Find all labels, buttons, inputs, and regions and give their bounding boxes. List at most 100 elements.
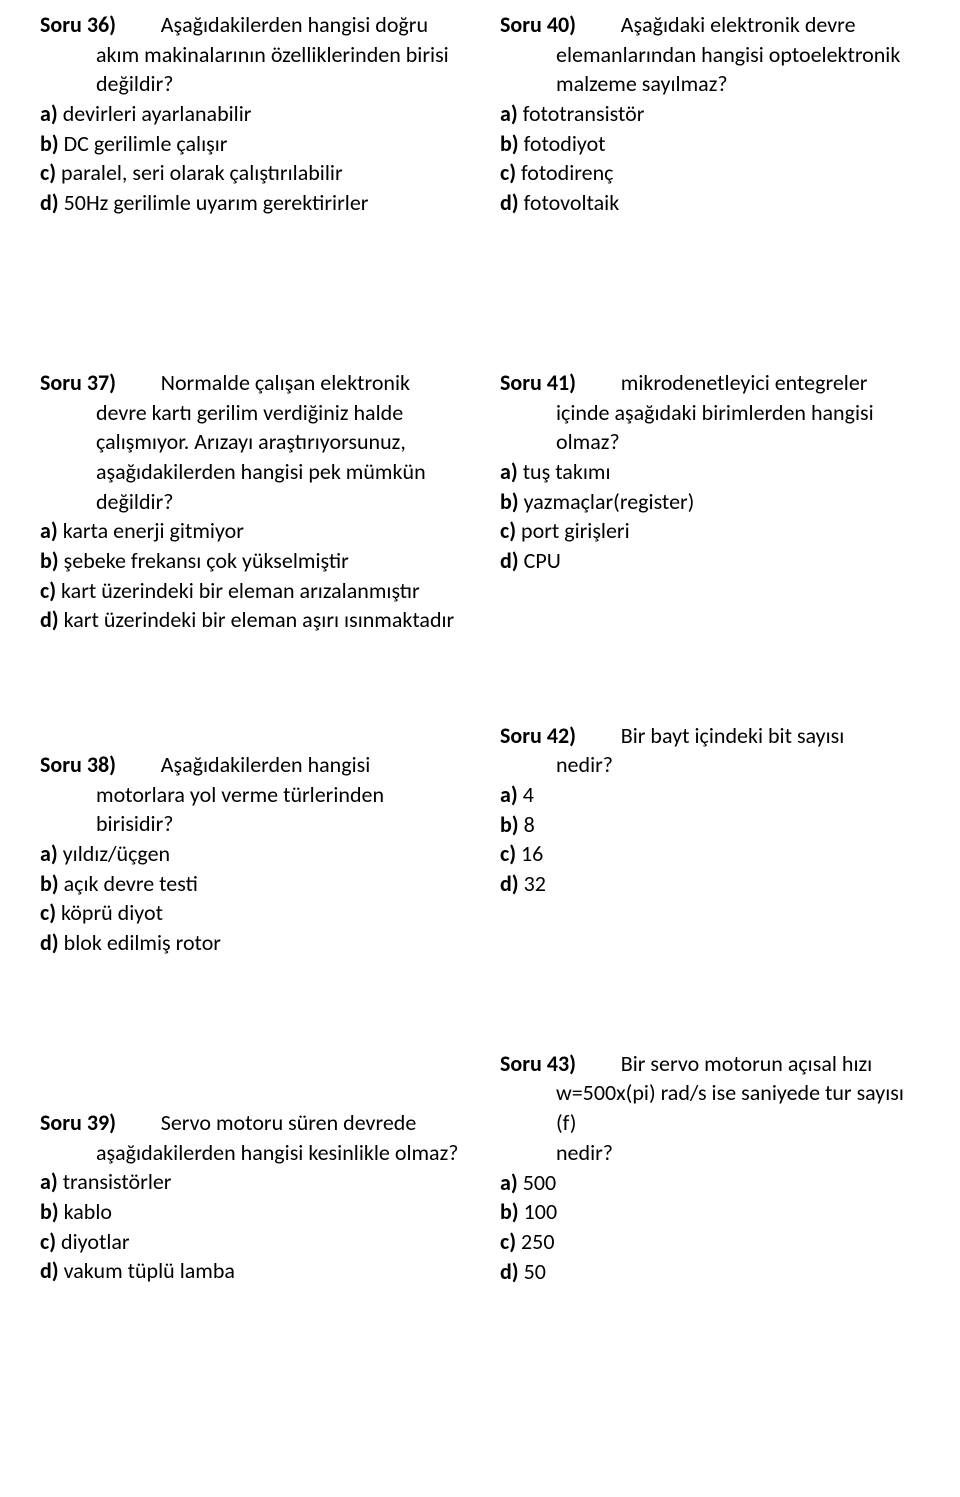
question-36: Soru 36) Aşağıdakilerden hangisi doğru a… xyxy=(40,10,460,218)
option-label: a) xyxy=(40,1168,58,1195)
question-43: Soru 43) Bir servo motorun açısal hızı w… xyxy=(500,1049,920,1287)
option-label: a) xyxy=(500,781,518,808)
question-43-text-l1: Bir servo motorun açısal hızı xyxy=(621,1050,873,1077)
option-label: d) xyxy=(40,929,59,956)
question-36-text-l1: Aşağıdakilerden hangisi doğru xyxy=(161,11,428,38)
question-38-title: Soru 38) Aşağıdakilerden hangisi motorla… xyxy=(40,750,460,839)
option-text: 100 xyxy=(519,1198,557,1225)
exam-page: Soru 36) Aşağıdakilerden hangisi doğru a… xyxy=(0,0,960,1326)
question-38-option-c: c) köprü diyot xyxy=(40,898,460,928)
question-41-title: Soru 41) mikrodenetleyici entegreler içi… xyxy=(500,368,920,457)
option-label: d) xyxy=(40,1257,59,1284)
question-41-text-l3: olmaz? xyxy=(500,427,920,457)
option-label: b) xyxy=(40,870,59,897)
question-36-option-a: a) devirleri ayarlanabilir xyxy=(40,99,460,129)
option-label: c) xyxy=(500,840,516,867)
option-label: b) xyxy=(40,130,59,157)
option-text: fotovoltaik xyxy=(519,189,620,216)
option-text: 50Hz gerilimle uyarım gerektirirler xyxy=(59,189,369,216)
question-37-text-l5: değildir? xyxy=(40,487,460,517)
question-41-option-c: c) port girişleri xyxy=(500,516,920,546)
question-42-option-c: c) 16 xyxy=(500,839,920,869)
option-label: d) xyxy=(40,606,59,633)
question-38-number: Soru 38) xyxy=(40,751,116,778)
option-text: CPU xyxy=(519,547,561,574)
option-text: yıldız/üçgen xyxy=(58,840,170,867)
question-38-option-d: d) blok edilmiş rotor xyxy=(40,928,460,958)
question-37-text-l3: çalışmıyor. Arızayı araştırıyorsunuz, xyxy=(40,427,460,457)
option-text: vakum tüplü lamba xyxy=(59,1257,235,1284)
option-text: blok edilmiş rotor xyxy=(59,929,221,956)
question-42: Soru 42) Bir bayt içindeki bit sayısı ne… xyxy=(500,721,920,899)
question-40-text-l2: elemanlarından hangisi optoelektronik xyxy=(500,40,920,70)
option-label: b) xyxy=(40,547,59,574)
question-40-option-c: c) fotodirenç xyxy=(500,158,920,188)
question-43-text-l2: w=500x(pi) rad/s ise saniyede tur sayısı… xyxy=(500,1078,920,1137)
option-label: a) xyxy=(500,458,518,485)
question-39-option-b: b) kablo xyxy=(40,1197,460,1227)
option-text: 500 xyxy=(518,1169,556,1196)
question-42-text-l2: nedir? xyxy=(500,750,920,780)
option-label: b) xyxy=(40,1198,59,1225)
option-text: 32 xyxy=(519,870,546,897)
question-39: Soru 39) Servo motoru süren devrede aşağ… xyxy=(40,1108,460,1286)
option-text: şebeke frekansı çok yükselmiştir xyxy=(59,547,349,574)
question-43-title: Soru 43) Bir servo motorun açısal hızı w… xyxy=(500,1049,920,1168)
option-text: köprü diyot xyxy=(56,899,163,926)
question-36-option-c: c) paralel, seri olarak çalıştırılabilir xyxy=(40,158,460,188)
option-label: d) xyxy=(500,1258,519,1285)
question-43-option-a: a) 500 xyxy=(500,1168,920,1198)
question-36-text-l2: akım makinalarının özelliklerinden biris… xyxy=(40,40,460,70)
option-text: 50 xyxy=(519,1258,546,1285)
question-37-number: Soru 37) xyxy=(40,369,116,396)
option-text: fotodiyot xyxy=(519,130,606,157)
option-text: port girişleri xyxy=(516,517,630,544)
option-label: c) xyxy=(500,159,516,186)
question-43-option-c: c) 250 xyxy=(500,1227,920,1257)
option-text: 16 xyxy=(516,840,543,867)
question-40-title: Soru 40) Aşağıdaki elektronik devre elem… xyxy=(500,10,920,99)
question-43-text-l3: nedir? xyxy=(500,1138,920,1168)
question-36-number: Soru 36) xyxy=(40,11,116,38)
option-text: fototransistör xyxy=(518,100,645,127)
question-42-option-a: a) 4 xyxy=(500,780,920,810)
question-41-option-d: d) CPU xyxy=(500,546,920,576)
option-label: c) xyxy=(40,1228,56,1255)
question-37-option-b: b) şebeke frekansı çok yükselmiştir xyxy=(40,546,460,576)
option-label: d) xyxy=(500,189,519,216)
option-text: kablo xyxy=(59,1198,112,1225)
question-43-number: Soru 43) xyxy=(500,1050,576,1077)
option-label: d) xyxy=(40,189,59,216)
question-42-number: Soru 42) xyxy=(500,722,576,749)
question-38-text-l2: motorlara yol verme türlerinden birisidi… xyxy=(40,780,460,839)
question-40-text-l3: malzeme sayılmaz? xyxy=(500,69,920,99)
question-42-option-d: d) 32 xyxy=(500,869,920,899)
option-text: diyotlar xyxy=(56,1228,130,1255)
question-37-option-a: a) karta enerji gitmiyor xyxy=(40,516,460,546)
question-36-option-b: b) DC gerilimle çalışır xyxy=(40,129,460,159)
question-36-option-d: d) 50Hz gerilimle uyarım gerektirirler xyxy=(40,188,460,218)
question-39-option-d: d) vakum tüplü lamba xyxy=(40,1256,460,1286)
question-40-number: Soru 40) xyxy=(500,11,576,38)
question-40-text-l1: Aşağıdaki elektronik devre xyxy=(621,11,856,38)
question-40-option-a: a) fototransistör xyxy=(500,99,920,129)
question-37: Soru 37) Normalde çalışan elektronik dev… xyxy=(40,368,460,635)
question-38-option-b: b) açık devre testi xyxy=(40,869,460,899)
option-text: yazmaçlar(register) xyxy=(519,488,695,515)
question-41: Soru 41) mikrodenetleyici entegreler içi… xyxy=(500,368,920,576)
question-39-text-l1: Servo motoru süren devrede xyxy=(161,1109,417,1136)
option-label: b) xyxy=(500,130,519,157)
question-37-text-l1: Normalde çalışan elektronik xyxy=(161,369,410,396)
question-41-text-l2: içinde aşağıdaki birimlerden hangisi xyxy=(500,398,920,428)
option-text: 250 xyxy=(516,1228,554,1255)
question-39-text-l2: aşağıdakilerden hangisi kesinlikle olmaz… xyxy=(40,1138,460,1168)
option-text: devirleri ayarlanabilir xyxy=(58,100,252,127)
option-label: c) xyxy=(40,899,56,926)
option-label: a) xyxy=(500,100,518,127)
question-39-number: Soru 39) xyxy=(40,1109,116,1136)
option-text: açık devre testi xyxy=(59,870,198,897)
option-text: paralel, seri olarak çalıştırılabilir xyxy=(56,159,343,186)
option-label: d) xyxy=(500,870,519,897)
option-text: kart üzerindeki bir eleman aşırı ısınmak… xyxy=(59,606,455,633)
question-39-option-a: a) transistörler xyxy=(40,1167,460,1197)
